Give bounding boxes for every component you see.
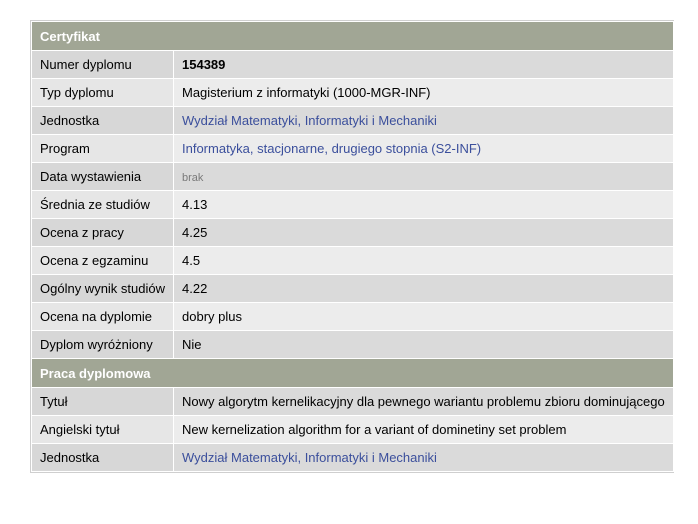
issue-date-value: brak [182, 172, 204, 184]
diploma-details-panel: Certyfikat Numer dyplomu 154389 Typ dypl… [30, 20, 674, 473]
section-header-certificate: Certyfikat [31, 21, 674, 51]
section-header-thesis: Praca dyplomowa [31, 358, 674, 388]
row-label: Typ dyplomu [31, 78, 174, 107]
row-label: Jednostka [31, 106, 174, 135]
row-label: Ocena z egzaminu [31, 246, 174, 275]
row-thesis-title: Tytuł Nowy algorytm kernelikacyjny dla p… [31, 387, 674, 416]
exam-grade-value: 4.5 [173, 246, 674, 275]
row-thesis-unit: Jednostka Wydział Matematyki, Informatyk… [31, 443, 674, 472]
row-average: Średnia ze studiów 4.13 [31, 190, 674, 219]
diploma-grade-value: dobry plus [173, 302, 674, 331]
row-label: Tytuł [31, 387, 174, 416]
row-overall-result: Ogólny wynik studiów 4.22 [31, 274, 674, 303]
section-title: Certyfikat [31, 21, 674, 51]
average-value: 4.13 [173, 190, 674, 219]
distinction-value: Nie [173, 330, 674, 359]
row-label: Angielski tytuł [31, 415, 174, 444]
english-title-value: New kernelization algorithm for a varian… [173, 415, 674, 444]
row-english-title: Angielski tytuł New kernelization algori… [31, 415, 674, 444]
row-label: Ocena z pracy [31, 218, 174, 247]
row-distinction: Dyplom wyróżniony Nie [31, 330, 674, 359]
row-label: Jednostka [31, 443, 174, 472]
row-diploma-type: Typ dyplomu Magisterium z informatyki (1… [31, 78, 674, 107]
row-issue-date: Data wystawienia brak [31, 162, 674, 191]
program-link[interactable]: Informatyka, stacjonarne, drugiego stopn… [182, 141, 482, 156]
row-unit: Jednostka Wydział Matematyki, Informatyk… [31, 106, 674, 135]
row-diploma-number: Numer dyplomu 154389 [31, 50, 674, 79]
row-label: Ogólny wynik studiów [31, 274, 174, 303]
row-label: Dyplom wyróżniony [31, 330, 174, 359]
row-thesis-grade: Ocena z pracy 4.25 [31, 218, 674, 247]
row-label: Ocena na dyplomie [31, 302, 174, 331]
unit-link[interactable]: Wydział Matematyki, Informatyki i Mechan… [182, 113, 437, 128]
section-title: Praca dyplomowa [31, 358, 674, 388]
row-program: Program Informatyka, stacjonarne, drugie… [31, 134, 674, 163]
row-label: Numer dyplomu [31, 50, 174, 79]
thesis-grade-value: 4.25 [173, 218, 674, 247]
row-label: Data wystawienia [31, 162, 174, 191]
row-diploma-grade: Ocena na dyplomie dobry plus [31, 302, 674, 331]
row-exam-grade: Ocena z egzaminu 4.5 [31, 246, 674, 275]
diploma-type-value: Magisterium z informatyki (1000-MGR-INF) [173, 78, 674, 107]
thesis-unit-link[interactable]: Wydział Matematyki, Informatyki i Mechan… [182, 450, 437, 465]
row-label: Średnia ze studiów [31, 190, 174, 219]
diploma-number-value: 154389 [173, 50, 674, 79]
overall-result-value: 4.22 [173, 274, 674, 303]
thesis-title-value: Nowy algorytm kernelikacyjny dla pewnego… [173, 387, 674, 416]
row-label: Program [31, 134, 174, 163]
diploma-details-table: Certyfikat Numer dyplomu 154389 Typ dypl… [31, 21, 674, 472]
